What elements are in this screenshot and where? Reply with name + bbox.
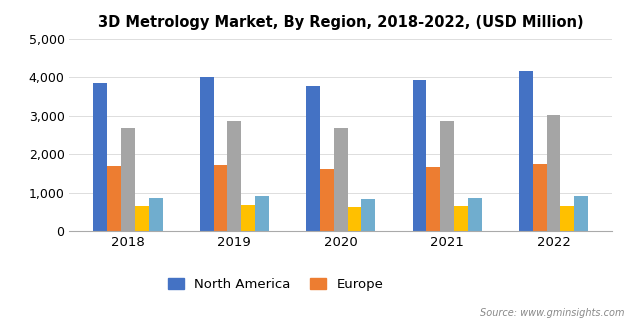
Bar [334, 128, 348, 231]
Bar [93, 83, 107, 231]
Bar [454, 206, 468, 231]
Bar [121, 128, 135, 231]
Bar [320, 169, 334, 231]
Bar [546, 115, 560, 231]
Bar [149, 198, 163, 231]
Bar [413, 80, 427, 231]
Legend: North America, Europe: North America, Europe [162, 273, 389, 296]
Bar [533, 164, 546, 231]
Bar [348, 207, 362, 231]
Text: Source: www.gminsights.com: Source: www.gminsights.com [480, 308, 625, 318]
Bar [560, 206, 574, 231]
Bar [468, 198, 481, 231]
Bar [427, 167, 440, 231]
Bar [306, 85, 320, 231]
Bar [362, 199, 375, 231]
Bar [107, 166, 121, 231]
Bar [255, 196, 269, 231]
Title: 3D Metrology Market, By Region, 2018-2022, (USD Million): 3D Metrology Market, By Region, 2018-202… [98, 15, 584, 30]
Bar [135, 206, 149, 231]
Bar [440, 121, 454, 231]
Bar [574, 196, 588, 231]
Bar [519, 71, 533, 231]
Bar [227, 121, 241, 231]
Bar [213, 165, 227, 231]
Bar [200, 77, 213, 231]
Bar [241, 205, 255, 231]
